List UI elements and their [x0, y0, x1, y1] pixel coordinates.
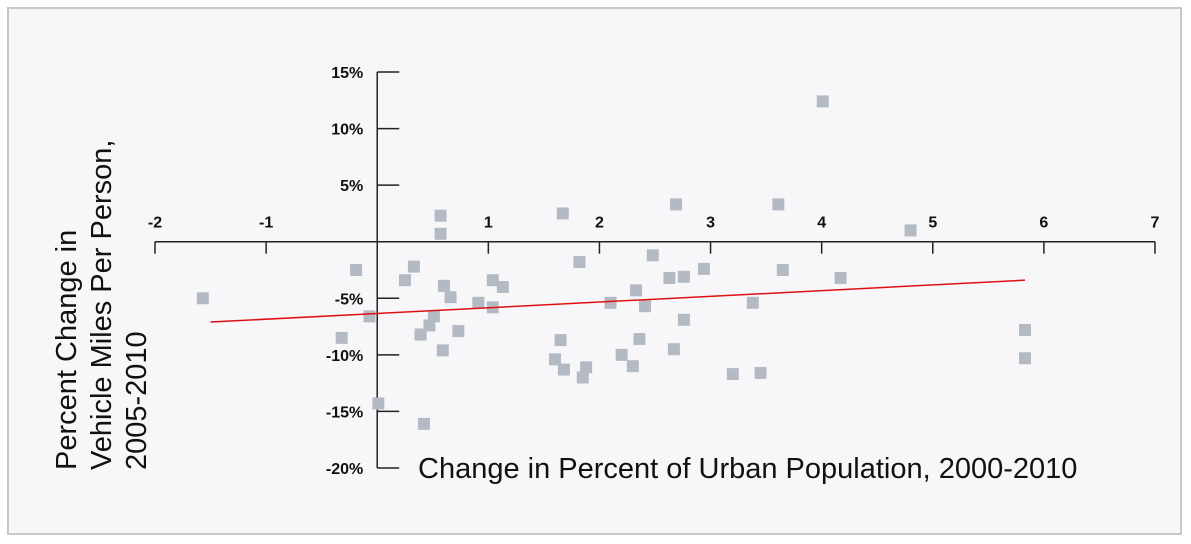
x-tick-label: 1: [484, 215, 493, 232]
y-tick-label: 5%: [340, 178, 363, 195]
point: [423, 319, 436, 332]
point: [417, 417, 430, 430]
point: [549, 353, 561, 366]
point: [697, 262, 710, 275]
trend-line: [210, 279, 1026, 323]
y-tick-label: -15%: [326, 404, 363, 421]
x-tick-label: 5: [928, 215, 937, 232]
point: [554, 334, 567, 347]
point: [434, 209, 447, 222]
y-tick-label: -20%: [326, 461, 363, 478]
point: [434, 227, 447, 240]
point: [436, 344, 449, 357]
point: [670, 198, 683, 211]
frame: [7, 7, 1182, 535]
point: [350, 264, 363, 276]
point: [407, 260, 420, 273]
x-axis-label: Change in Percent of Urban Population, 2…: [418, 453, 1077, 485]
y-axis-label: Vehicle Miles Per Person,: [86, 140, 118, 470]
x-tick-label: 6: [1039, 215, 1048, 232]
point: [667, 343, 680, 356]
point: [1019, 352, 1031, 365]
point: [776, 264, 789, 276]
x-tick-label: 7: [1151, 215, 1160, 232]
y-tick-label: -10%: [326, 348, 363, 365]
point: [437, 279, 450, 292]
x-tick-label: 3: [706, 215, 715, 232]
point: [444, 291, 457, 304]
x-tick-label: -2: [148, 215, 162, 232]
x-tick-label: 4: [817, 215, 826, 232]
x-tick-label: 2: [595, 215, 604, 232]
point: [363, 310, 376, 323]
point: [816, 95, 829, 108]
point: [754, 366, 767, 379]
point: [639, 300, 651, 313]
point: [630, 284, 643, 297]
point: [726, 368, 739, 381]
point: [904, 224, 917, 237]
point: [677, 313, 690, 326]
point: [372, 397, 385, 410]
y-tick-label: 10%: [331, 122, 363, 139]
point: [414, 328, 427, 341]
point: [746, 296, 759, 309]
point: [646, 249, 659, 262]
point: [576, 371, 589, 384]
point: [663, 271, 676, 284]
point: [604, 296, 617, 309]
point: [427, 310, 440, 323]
point: [452, 325, 465, 338]
point: [834, 271, 847, 284]
point: [486, 274, 499, 287]
point: [335, 331, 348, 344]
y-axis-label: Percent Change in: [51, 230, 83, 470]
point: [573, 256, 586, 269]
point: [633, 333, 646, 346]
y-tick-label: 15%: [331, 65, 363, 82]
point: [1019, 323, 1031, 336]
point: [557, 363, 570, 376]
y-axis-label: 2005-2010: [121, 331, 153, 470]
point: [677, 270, 690, 283]
point: [556, 207, 569, 220]
point: [196, 292, 209, 305]
x-tick-label: -1: [259, 215, 273, 232]
y-tick-label: -5%: [335, 291, 363, 308]
point: [399, 274, 411, 287]
point: [615, 348, 628, 361]
point: [580, 361, 593, 374]
point: [472, 296, 485, 309]
point: [626, 360, 639, 373]
point: [496, 280, 509, 293]
point: [772, 198, 785, 211]
